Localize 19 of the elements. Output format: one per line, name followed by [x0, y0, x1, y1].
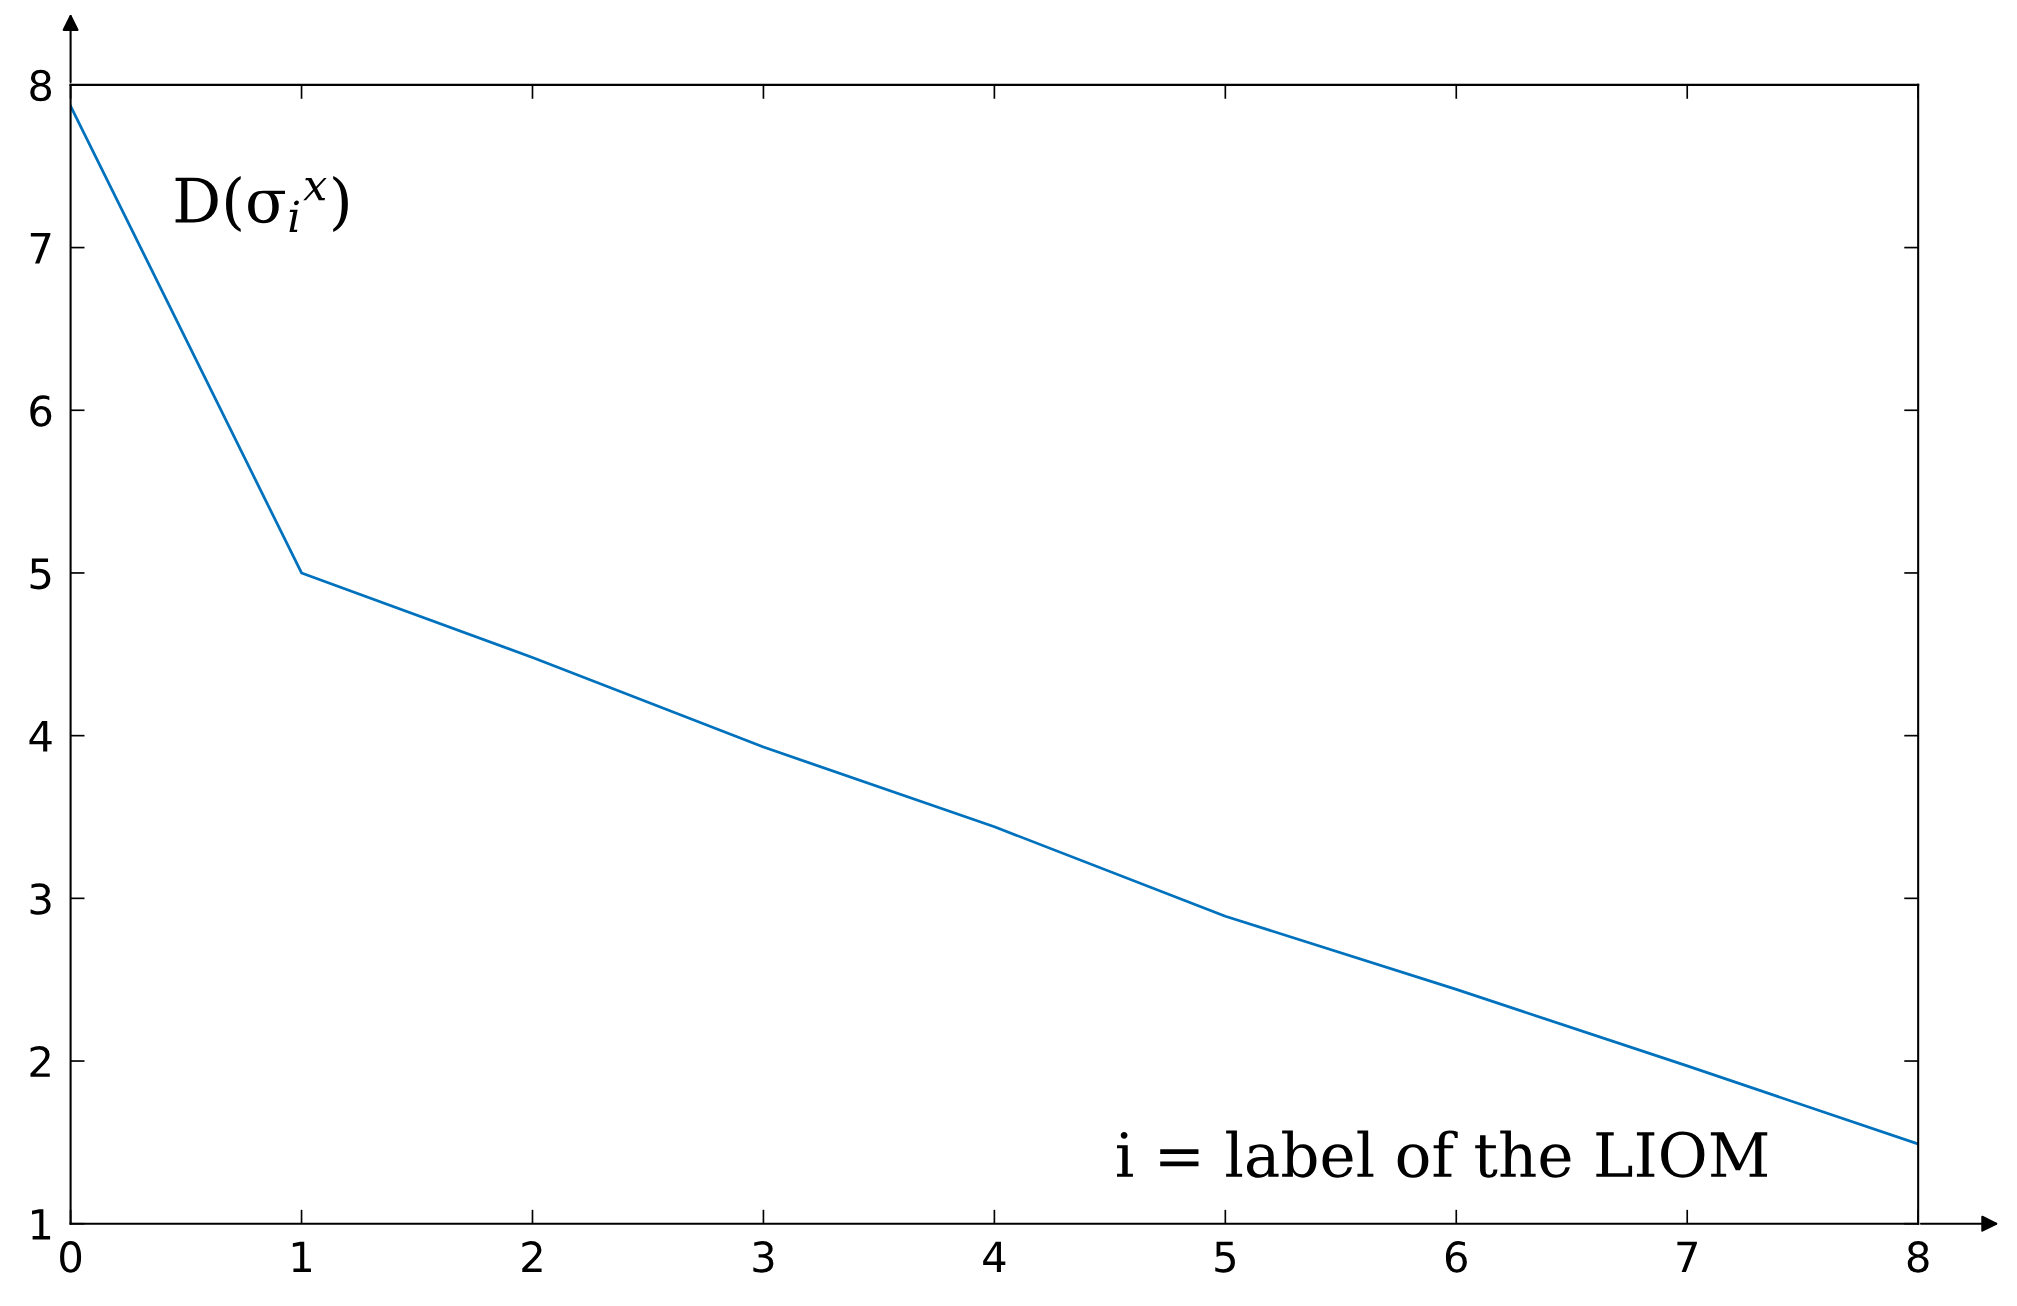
x-tick-label: 3: [753, 1241, 774, 1273]
x-axis-title: i = label of the LIOM: [1116, 1130, 1768, 1178]
y-tick-label: 8: [30, 69, 52, 102]
x-tick-label: 6: [1445, 1241, 1467, 1273]
x-tick-label: 4: [983, 1241, 1006, 1273]
x-tick-label: 8: [1907, 1241, 1929, 1273]
x-tick-label: 5: [1215, 1241, 1235, 1273]
x-tick-label: 2: [522, 1241, 542, 1273]
x-tick-label: 0: [60, 1241, 82, 1273]
x-tick-label: 1: [292, 1241, 311, 1273]
y-tick-label: 6: [30, 395, 52, 427]
y-tick-label: 2: [30, 1045, 50, 1077]
y-tick-label: 5: [30, 558, 51, 590]
y-axis-title: D(σ$_{i}$$^{x}$): [175, 175, 348, 232]
y-tick-label: 4: [29, 721, 52, 752]
y-tick-label: 3: [30, 883, 51, 915]
y-tick-label: 1: [31, 1209, 51, 1240]
y-tick-label: 7: [30, 233, 51, 264]
x-tick-label: 7: [1677, 1241, 1697, 1273]
